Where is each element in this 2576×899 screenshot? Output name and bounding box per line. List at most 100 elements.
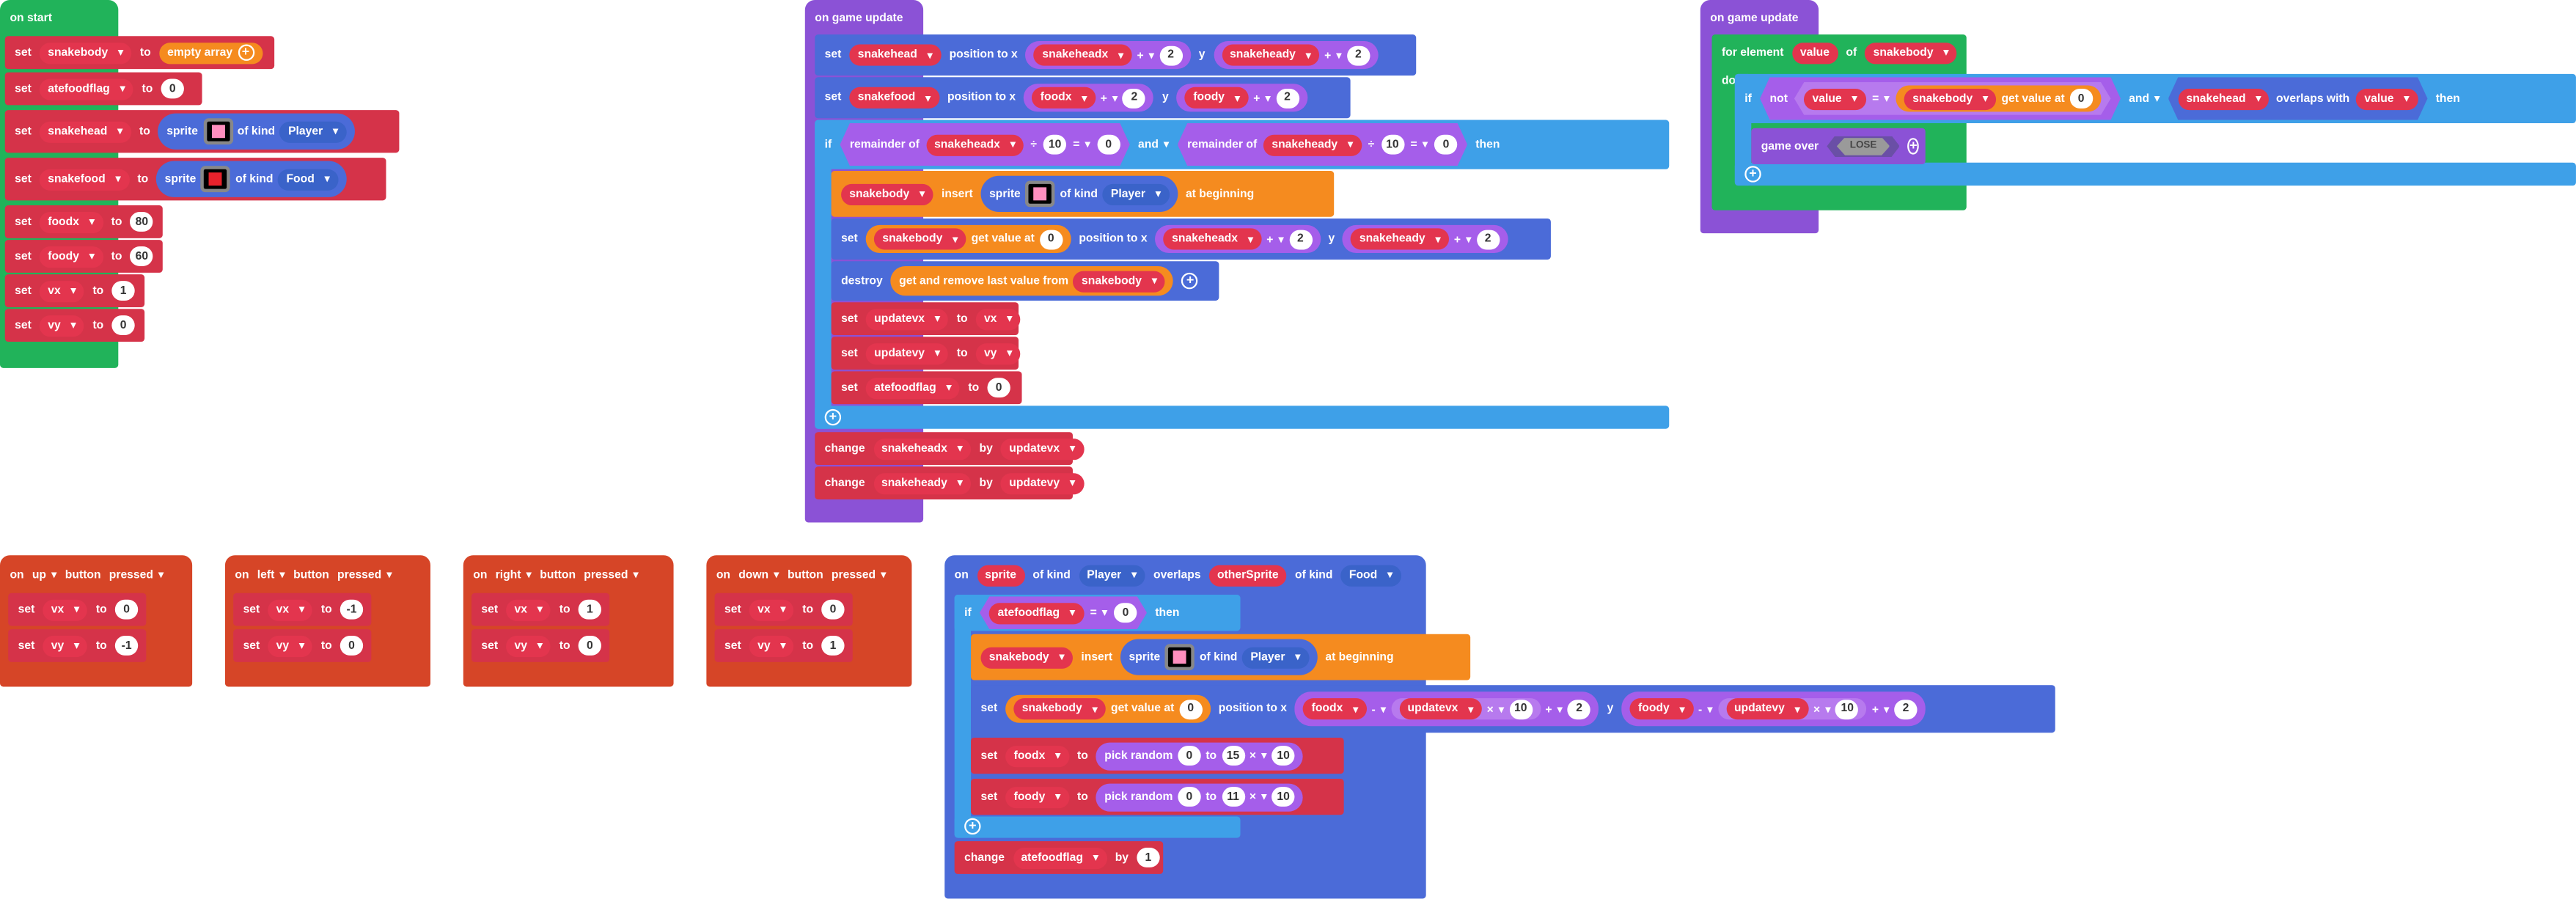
number-input[interactable]: 0 [1039,229,1063,249]
add-expression[interactable]: snakeheadx + 2 [1155,224,1321,254]
sprite-image-picker[interactable] [1025,180,1055,208]
x-expression[interactable]: foodx - updatevx × 10 + 2 [1295,691,1599,727]
and-dropdown[interactable]: and [2129,92,2159,106]
if-block-1-footer[interactable] [815,406,1670,429]
number-input[interactable]: 10 [1835,699,1859,719]
var-foody-dropdown[interactable]: foody [1185,87,1249,109]
var-snakebody-dropdown[interactable]: snakebody [874,228,966,250]
number-input[interactable]: 0 [1114,603,1137,623]
number-input[interactable]: 0 [1434,135,1457,155]
set-updatevy-row[interactable]: set updatevy to vy [831,337,1021,370]
var-foodx-dropdown[interactable]: foodx [40,210,103,233]
var-updatevx-dropdown[interactable]: updatevx [865,308,949,330]
change-snakeheadx-row[interactable]: change snakeheadx by updatevx [815,432,1084,466]
pressed-dropdown[interactable]: pressed [832,568,887,581]
get-remove-last-block[interactable]: get and remove last value from snakebody [890,265,1174,296]
var-snakeheadx-dropdown[interactable]: snakeheadx [1034,44,1132,66]
number-input[interactable]: 10 [1043,135,1066,155]
var-value-dropdown[interactable]: value [1804,88,1865,109]
for-element-row[interactable]: for element value of snakebody [1711,34,1966,70]
sprite-parameter[interactable]: sprite [977,564,1025,586]
if-block-2-footer[interactable] [1734,162,2576,186]
compare-dropdown[interactable]: = [1073,138,1090,151]
multiply-expression[interactable]: pick random 0 to 15 × 10 [1096,741,1303,770]
var-value-dropdown[interactable]: value [2356,88,2418,109]
operator-dropdown[interactable]: + [1137,48,1154,62]
empty-array-block[interactable]: empty array + [158,42,263,64]
var-updatevx-dropdown[interactable]: updatevx [1399,698,1482,720]
var-vy-dropdown[interactable]: vy [43,634,88,657]
var-snakefood-dropdown[interactable]: snakefood [849,87,939,109]
multiply-expression[interactable]: updatevy × 10 [1717,698,1868,720]
operator-dropdown[interactable]: + [1101,91,1118,105]
set-body-position-row[interactable]: set snakebody get value at 0 position to… [971,685,2055,733]
var-vx-dropdown[interactable]: vx [268,598,313,620]
number-input[interactable]: 2 [1476,229,1500,249]
sprite-image-picker[interactable] [202,118,233,145]
set-snakebody-row[interactable]: set snakebody to empty array + [4,36,275,70]
set-vy-row[interactable]: set vy to 0 [4,309,145,342]
add-icon[interactable]: + [1907,138,1919,155]
number-input[interactable]: 0 [578,636,602,656]
pressed-dropdown[interactable]: pressed [109,568,164,581]
plus-operator[interactable]: + [1545,702,1563,716]
get-value-at-block[interactable]: snakebody get value at 0 [865,224,1071,254]
var-vx-dropdown[interactable]: vx [975,308,1021,330]
button-left-dropdown[interactable]: left [257,568,285,581]
operator-dropdown[interactable]: + [1324,48,1342,62]
sprite-image-picker[interactable] [201,166,231,193]
number-input[interactable]: 1 [1137,848,1160,867]
insert-at-beginning-row[interactable]: snakebody insert sprite of kind Player a… [831,171,1335,217]
set-snakehead-row[interactable]: set snakehead to sprite of kind Player [4,110,400,153]
times-operator[interactable]: × [1487,702,1505,716]
add-else-icon[interactable]: + [824,408,842,426]
number-input[interactable]: 0 [161,78,184,99]
set-snakefood-position-row[interactable]: set snakefood position to x foodx + 2 y … [815,77,1351,119]
kind-food-dropdown[interactable]: Food [1340,564,1401,586]
var-snakeheadx-dropdown[interactable]: snakeheadx [926,134,1024,155]
number-input[interactable]: 0 [111,315,135,336]
var-vx-dropdown[interactable]: vx [40,279,85,302]
compare-dropdown[interactable]: = [1090,606,1108,620]
set-vx-row[interactable]: set vx to -1 [233,592,372,626]
set-updatevx-row[interactable]: set updatevx to vx [831,302,1021,336]
set-foodx-random-row[interactable]: set foodx to pick random 0 to 15 × 10 [971,737,1344,774]
number-input[interactable]: 2 [1159,45,1183,65]
number-input[interactable]: 0 [2069,89,2092,109]
number-input[interactable]: 2 [1346,45,1370,65]
set-vx-row[interactable]: set vx to 1 [4,274,145,307]
var-atefoodflag-dropdown[interactable]: atefoodflag [40,78,134,100]
plus-operator[interactable]: + [1872,702,1890,716]
var-updatevy-dropdown[interactable]: updatevy [1001,472,1084,494]
operator-dropdown[interactable]: + [1253,91,1271,105]
add-expression[interactable]: snakeheady + 2 [1213,41,1379,70]
button-up-dropdown[interactable]: up [32,568,57,581]
number-input[interactable]: 10 [1381,135,1403,155]
number-input[interactable]: 10 [1509,699,1533,719]
multiply-expression[interactable]: pick random 0 to 11 × 10 [1096,782,1303,811]
number-input[interactable]: 0 [1179,699,1203,719]
number-input[interactable]: 11 [1221,787,1245,807]
var-snakebody-dropdown[interactable]: snakebody [1013,698,1107,720]
number-input[interactable]: 0 [1178,787,1201,807]
var-vy-dropdown[interactable]: vy [975,342,1021,364]
pressed-dropdown[interactable]: pressed [584,568,639,581]
compare-dropdown[interactable]: = [1411,138,1428,151]
number-input[interactable]: 0 [987,378,1010,398]
var-foodx-dropdown[interactable]: foodx [1032,87,1096,109]
var-snakeheady-dropdown[interactable]: snakeheady [1221,44,1320,66]
var-atefoodflag-dropdown[interactable]: atefoodflag [989,602,1083,623]
add-icon[interactable]: + [237,44,254,61]
var-atefoodflag-dropdown[interactable]: atefoodflag [865,377,961,399]
set-vy-row[interactable]: set vy to 0 [471,629,610,662]
var-snakehead-dropdown[interactable]: snakehead [849,44,942,66]
get-value-at-block[interactable]: snakebody get value at 0 [1005,694,1211,723]
times-operator[interactable]: × [1813,702,1831,716]
number-input[interactable]: 1 [821,636,845,656]
equals-compare[interactable]: remainder of snakeheadx ÷ 10 = 0 [840,123,1129,166]
var-snakebody-dropdown[interactable]: snakebody [1865,42,1958,64]
sprite-image-picker[interactable] [1164,644,1195,671]
equals-compare[interactable]: value = snakebody get value at 0 [1794,82,2111,115]
number-input[interactable]: 0 [1178,746,1201,766]
add-expression[interactable]: snakeheadx + 2 [1025,41,1191,70]
